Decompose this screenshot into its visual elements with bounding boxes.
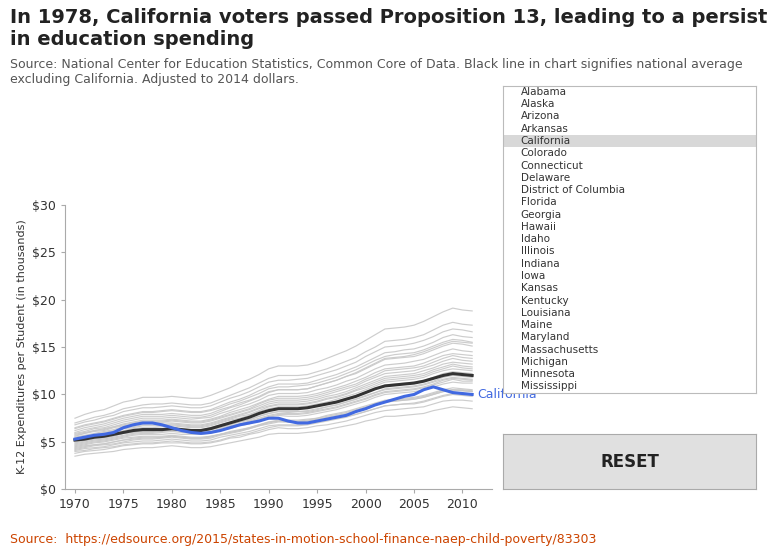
- Text: Minnesota: Minnesota: [521, 369, 574, 379]
- Text: Arkansas: Arkansas: [521, 124, 568, 134]
- Text: Alaska: Alaska: [521, 99, 555, 109]
- Text: Delaware: Delaware: [521, 173, 570, 183]
- Text: Indiana: Indiana: [521, 259, 559, 269]
- Bar: [503, 135, 756, 147]
- Text: Georgia: Georgia: [521, 210, 562, 220]
- Text: in education spending: in education spending: [10, 30, 254, 49]
- Text: Massachusetts: Massachusetts: [521, 345, 598, 354]
- Text: Florida: Florida: [521, 197, 556, 207]
- Text: Arizona: Arizona: [521, 111, 560, 122]
- Y-axis label: K-12 Expenditures per Student (in thousands): K-12 Expenditures per Student (in thousa…: [17, 220, 27, 474]
- Text: Mississippi: Mississippi: [521, 382, 577, 392]
- Text: Maryland: Maryland: [521, 332, 569, 342]
- Text: Kansas: Kansas: [521, 283, 558, 293]
- Text: Maine: Maine: [521, 320, 552, 330]
- Text: Source: National Center for Education Statistics, Common Core of Data. Black lin: Source: National Center for Education St…: [10, 58, 743, 86]
- Text: Hawaii: Hawaii: [521, 222, 556, 232]
- Text: District of Columbia: District of Columbia: [521, 185, 625, 195]
- Text: Connecticut: Connecticut: [521, 160, 584, 170]
- Text: Colorado: Colorado: [521, 148, 568, 158]
- Text: California: California: [477, 388, 537, 401]
- Text: Source:  https://edsource.org/2015/states-in-motion-school-finance-naep-child-po: Source: https://edsource.org/2015/states…: [10, 533, 597, 546]
- Text: In 1978, California voters passed Proposition 13, leading to a persistent declin: In 1978, California voters passed Propos…: [10, 8, 768, 27]
- Text: Iowa: Iowa: [521, 271, 545, 281]
- Text: Michigan: Michigan: [521, 357, 568, 367]
- Text: Illinois: Illinois: [521, 247, 554, 257]
- Text: Idaho: Idaho: [521, 234, 550, 244]
- Text: Kentucky: Kentucky: [521, 295, 568, 306]
- Text: Alabama: Alabama: [521, 87, 567, 97]
- Text: RESET: RESET: [601, 453, 659, 471]
- Text: California: California: [521, 136, 571, 146]
- Text: Louisiana: Louisiana: [521, 308, 571, 318]
